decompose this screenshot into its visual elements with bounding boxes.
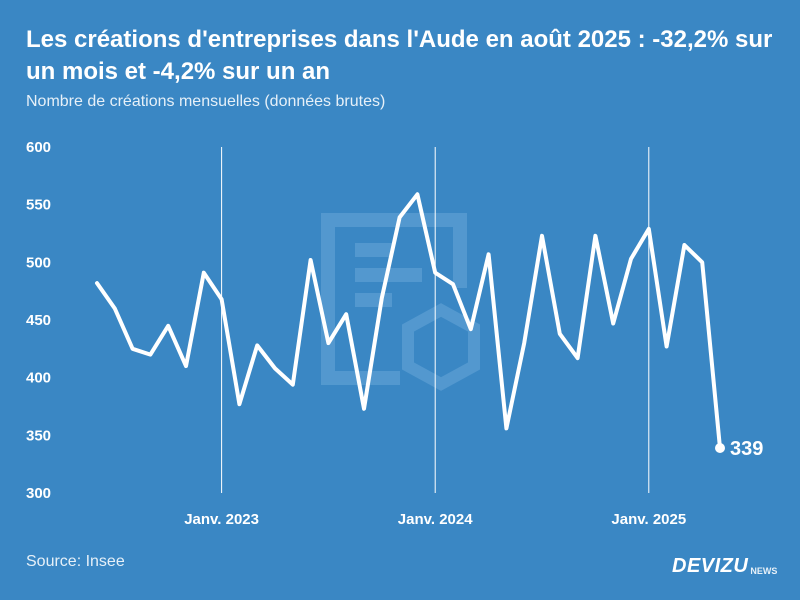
brand-name: DEVIZU [672, 555, 749, 577]
chart-subtitle: Nombre de créations mensuelles (données … [26, 93, 386, 110]
y-tick-label: 500 [26, 254, 51, 271]
last-point-marker [715, 443, 725, 454]
y-tick-label: 350 [26, 427, 51, 444]
source-note: Source: Insee [26, 553, 125, 570]
last-value-label: 339 [730, 438, 763, 460]
y-tick-label: 600 [26, 139, 51, 156]
y-tick-label: 550 [26, 197, 51, 214]
watermark-logo-icon [321, 213, 480, 391]
x-tick-label: Janv. 2023 [184, 511, 259, 528]
series-line [95, 192, 722, 450]
y-tick-label: 300 [26, 485, 51, 502]
chart-title: Les créations d'entreprises dans l'Aude … [26, 26, 773, 85]
x-tick-label: Janv. 2024 [398, 511, 473, 528]
x-tick-label: Janv. 2025 [611, 511, 686, 528]
y-tick-label: 450 [26, 312, 51, 329]
brand-logo: DEVIZU NEWS [672, 556, 777, 576]
brand-sub: NEWS [750, 566, 778, 576]
y-tick-label: 400 [26, 370, 51, 387]
